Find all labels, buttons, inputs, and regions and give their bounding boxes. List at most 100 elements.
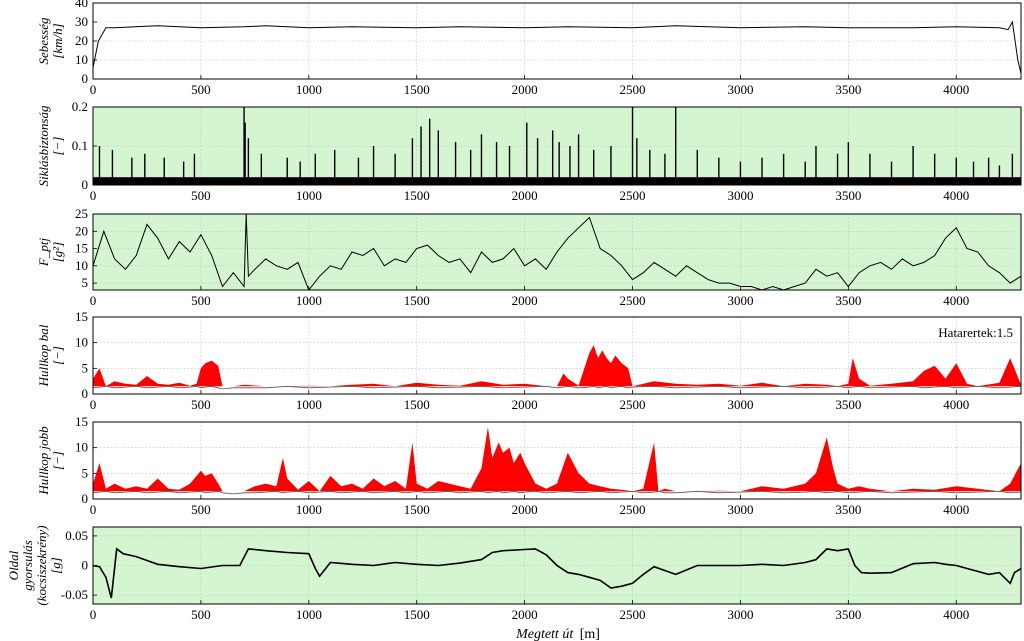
y-tick-label: 10 [75, 52, 88, 67]
panel-content [93, 20, 1021, 74]
x-tick-label: 0 [90, 293, 97, 308]
panels-layer: 0 500 1000 1500 2000 2500 3000 3500 400001020304… [6, 0, 1022, 622]
y-tick-label: 0 [82, 386, 89, 401]
y-axis-label-line: [−] [50, 451, 65, 470]
x-tick-label: 2500 [620, 82, 646, 97]
panel-fptj: 0 500 1000 1500 2000 2500 3000 3500 4000 5 10 15 20 2… [36, 206, 1022, 308]
y-tick-label: 30 [75, 14, 88, 29]
x-tick-label: 4000 [943, 82, 969, 97]
x-tick-label: 1000 [296, 607, 322, 622]
x-tick-label: 2500 [620, 397, 646, 412]
x-tick-label: 4000 [943, 607, 969, 622]
hullkop_jobb-baseline-line [93, 490, 1021, 495]
x-tick-label: 1000 [296, 82, 322, 97]
x-tick-label: 2000 [512, 397, 538, 412]
x-tick-label: 3500 [835, 188, 861, 203]
x-tick-label: 1500 [404, 82, 430, 97]
y-tick-label: 0 [82, 177, 89, 192]
y-axis-label-line: [−] [50, 346, 65, 365]
y-tick-label: 10 [75, 258, 88, 273]
y-tick-label: 0.1 [72, 138, 88, 153]
y-axis-label-line: Hullkop jobb [36, 426, 51, 496]
y-axis-label-line: [g²] [50, 242, 65, 263]
x-axis-label: Megtett út [m] [515, 627, 600, 641]
x-tick-label: 3500 [835, 607, 861, 622]
x-tick-label: 1500 [404, 397, 430, 412]
x-tick-label: 3500 [835, 397, 861, 412]
x-tick-label: 0 [90, 397, 97, 412]
x-tick-label: 2500 [620, 502, 646, 517]
x-tick-label: 500 [191, 607, 211, 622]
x-tick-label: 3500 [835, 502, 861, 517]
y-axis-label-line: (kocsiszekrény) [34, 525, 49, 605]
panel-frame [92, 213, 1022, 291]
y-tick-label: 0 [82, 558, 89, 573]
x-tick-label: 500 [191, 293, 211, 308]
x-tick-label: 0 [90, 502, 97, 517]
y-axis-label-line: Hullkop bal [36, 324, 51, 387]
hullkop_bal-baseline-line [93, 385, 1021, 390]
x-tick-label: 1000 [296, 502, 322, 517]
panel-oldal: 0 500 1000 1500 2000 2500 3000 3500 4000-0.0500.… [6, 525, 1022, 622]
hullkop_bal-exceedance-fill [93, 345, 1021, 387]
y-tick-label: 40 [75, 0, 88, 10]
x-tick-label: 2500 [620, 607, 646, 622]
fptj-series-line [93, 214, 1021, 290]
x-tick-label: 3000 [727, 82, 753, 97]
y-axis-label: Hullkop jobb[−] [36, 426, 65, 496]
y-tick-label: 5 [82, 275, 89, 290]
x-tick-label: 3000 [727, 188, 753, 203]
y-tick-label: 15 [75, 414, 88, 429]
y-tick-label: 0 [82, 491, 89, 506]
x-tick-label: 1500 [404, 293, 430, 308]
y-axis-label: Siklásbiztonság[−] [36, 105, 65, 186]
x-tick-label: 3500 [835, 82, 861, 97]
panel-content [93, 107, 1021, 185]
panel-content [93, 214, 1021, 290]
y-axis-label-line: F_ptj [36, 238, 51, 268]
x-tick-label: 1000 [296, 397, 322, 412]
siklas-baseline-band [93, 177, 1021, 185]
y-tick-label: 5 [82, 360, 89, 375]
x-tick-label: 1500 [404, 607, 430, 622]
x-tick-label: 1000 [296, 293, 322, 308]
oldal-series-line [93, 547, 1021, 599]
y-tick-label: -0.05 [61, 587, 88, 602]
x-tick-label: 4000 [943, 397, 969, 412]
panel-frame [92, 316, 1022, 395]
y-tick-label: 0.2 [72, 99, 88, 114]
panel-hullkop_bal: 0 500 1000 1500 2000 2500 3000 3500 4000 0 5 10 15 Hu… [36, 309, 1022, 412]
x-tick-label: 1500 [404, 188, 430, 203]
y-tick-label: 15 [75, 309, 88, 324]
y-axis-label: Hullkop bal[−] [36, 324, 65, 387]
y-axis-label: F_ptj[g²] [36, 238, 65, 268]
panel-content [93, 547, 1021, 599]
x-tick-label: 4000 [943, 502, 969, 517]
x-tick-label: 4000 [943, 293, 969, 308]
x-tick-label: 500 [191, 502, 211, 517]
x-tick-label: 0 [90, 188, 97, 203]
x-tick-label: 3000 [727, 607, 753, 622]
y-axis-label-line: Oldal [6, 550, 21, 580]
panel-content [93, 345, 1021, 390]
x-tick-label: 500 [191, 82, 211, 97]
x-tick-label: 3000 [727, 293, 753, 308]
y-axis-label-line: Siklásbiztonság [36, 105, 51, 186]
y-axis-label-line: Sebesség [36, 17, 51, 64]
panel-speed: 0 500 1000 1500 2000 2500 3000 3500 400001020304… [36, 0, 1022, 97]
y-tick-label: 25 [75, 206, 88, 221]
y-tick-label: 0 [82, 71, 89, 86]
y-axis-label: Oldalgyorsulás(kocsiszekrény)[g] [6, 525, 63, 605]
y-tick-label: 20 [75, 33, 88, 48]
x-tick-label: 2000 [512, 293, 538, 308]
y-axis-label-line: [km/h] [50, 23, 65, 58]
x-tick-label: 4000 [943, 188, 969, 203]
x-tick-label: 3500 [835, 293, 861, 308]
x-tick-label: 2000 [512, 82, 538, 97]
y-tick-label: 0.05 [65, 528, 88, 543]
x-tick-label: 3000 [727, 397, 753, 412]
y-tick-label: 10 [75, 335, 88, 350]
y-tick-label: 10 [75, 440, 88, 455]
panel-frame [92, 421, 1022, 500]
